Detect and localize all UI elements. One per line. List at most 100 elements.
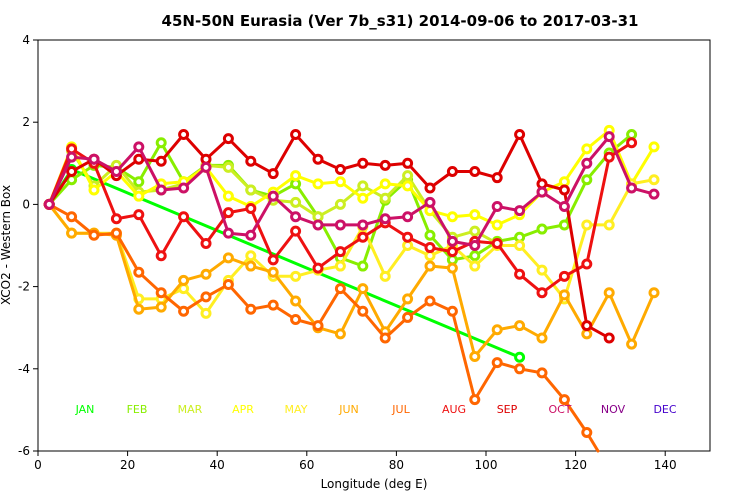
legend-nov: NOV <box>601 403 626 416</box>
data-point-sep <box>66 166 78 178</box>
data-point-jun <box>245 260 257 272</box>
x-tick-label: 80 <box>389 458 404 472</box>
data-point-oct <box>66 151 78 163</box>
legend-aug: AUG <box>442 403 466 416</box>
data-point-oct <box>334 219 346 231</box>
data-point-may <box>469 260 481 272</box>
data-point-sep <box>379 159 391 171</box>
data-point-aug <box>626 137 638 149</box>
data-point-jul <box>446 305 458 317</box>
data-point-jun <box>290 295 302 307</box>
data-point-mar <box>222 161 234 173</box>
data-point-sep <box>222 133 234 145</box>
data-point-oct <box>222 227 234 239</box>
data-point-jul <box>200 291 212 303</box>
data-point-feb <box>357 260 369 272</box>
data-point-jul <box>581 427 593 439</box>
data-point-mar <box>469 225 481 237</box>
data-point-jun <box>178 274 190 286</box>
data-point-jul <box>312 320 324 332</box>
data-point-oct <box>267 190 279 202</box>
data-point-aug <box>424 242 436 254</box>
data-point-sep <box>446 166 458 178</box>
data-point-sep <box>155 155 167 167</box>
legend-jan: JAN <box>75 403 95 416</box>
data-point-oct <box>379 213 391 225</box>
data-point-jun <box>222 252 234 264</box>
data-point-oct <box>491 200 503 212</box>
data-point-feb <box>424 229 436 241</box>
data-point-oct <box>178 182 190 194</box>
data-point-feb <box>581 174 593 186</box>
data-point-oct <box>88 153 100 165</box>
data-point-jul <box>178 305 190 317</box>
data-point-apr <box>379 178 391 190</box>
data-point-jun <box>648 287 660 299</box>
data-point-jul <box>491 357 503 369</box>
data-point-sep <box>469 166 481 178</box>
data-point-aug <box>222 207 234 219</box>
month-legend: JAN FEB MAR APR MAY JUN JUL AUG SEP OCT NOV DEC <box>75 403 677 416</box>
data-point-apr <box>402 180 414 192</box>
data-point-aug <box>110 213 122 225</box>
x-tick-label: 40 <box>210 458 225 472</box>
data-point-aug <box>290 225 302 237</box>
data-point-apr <box>222 190 234 202</box>
data-point-jul <box>88 229 100 241</box>
data-point-jul <box>66 211 78 223</box>
data-point-jul <box>558 394 570 406</box>
series-line-jun <box>47 202 656 358</box>
data-point-sep <box>312 153 324 165</box>
data-point-feb <box>133 176 145 188</box>
legend-feb: FEB <box>127 403 148 416</box>
data-point-jul <box>424 295 436 307</box>
data-point-jun <box>603 287 615 299</box>
data-point-jul <box>267 299 279 311</box>
data-point-may <box>536 264 548 276</box>
y-tick-label: 2 <box>22 115 30 129</box>
data-point-oct <box>514 205 526 217</box>
data-point-oct <box>312 219 324 231</box>
data-point-apr <box>491 219 503 231</box>
data-point-oct <box>43 198 55 210</box>
data-point-may <box>603 219 615 231</box>
data-point-sep <box>334 163 346 175</box>
data-point-oct <box>200 161 212 173</box>
data-point-aug <box>267 254 279 266</box>
data-point-may <box>290 270 302 282</box>
data-point-mar <box>379 192 391 204</box>
data-point-oct <box>469 240 481 251</box>
data-point-jun <box>200 268 212 280</box>
data-point-aug <box>245 203 257 215</box>
data-point-mar <box>357 180 369 192</box>
data-point-jun <box>424 260 436 272</box>
y-axis-label: XCO2 - Western Box <box>0 185 13 305</box>
data-point-aug <box>200 237 212 249</box>
data-point-aug <box>334 246 346 258</box>
data-point-sep <box>357 157 369 169</box>
y-tick-label: -2 <box>18 280 30 294</box>
data-point-feb <box>558 219 570 231</box>
data-point-jul <box>155 287 167 299</box>
data-point-oct <box>110 166 122 178</box>
data-point-oct <box>290 211 302 223</box>
legend-sep: SEP <box>497 403 518 416</box>
data-point-may <box>514 240 526 251</box>
data-point-feb <box>536 223 548 235</box>
data-point-jun <box>66 227 78 239</box>
data-point-sep <box>491 172 503 184</box>
data-point-jun <box>491 324 503 336</box>
data-point-aug <box>357 231 369 243</box>
data-point-jul <box>222 279 234 291</box>
data-point-oct <box>558 200 570 212</box>
x-tick-label: 60 <box>299 458 314 472</box>
data-point-aug <box>312 262 324 274</box>
data-point-jun <box>626 338 638 350</box>
data-point-mar <box>334 198 346 210</box>
data-point-sep <box>267 168 279 180</box>
data-point-may <box>245 250 257 262</box>
legend-may: MAY <box>285 403 308 416</box>
data-point-apr <box>648 141 660 153</box>
data-point-oct <box>581 157 593 169</box>
